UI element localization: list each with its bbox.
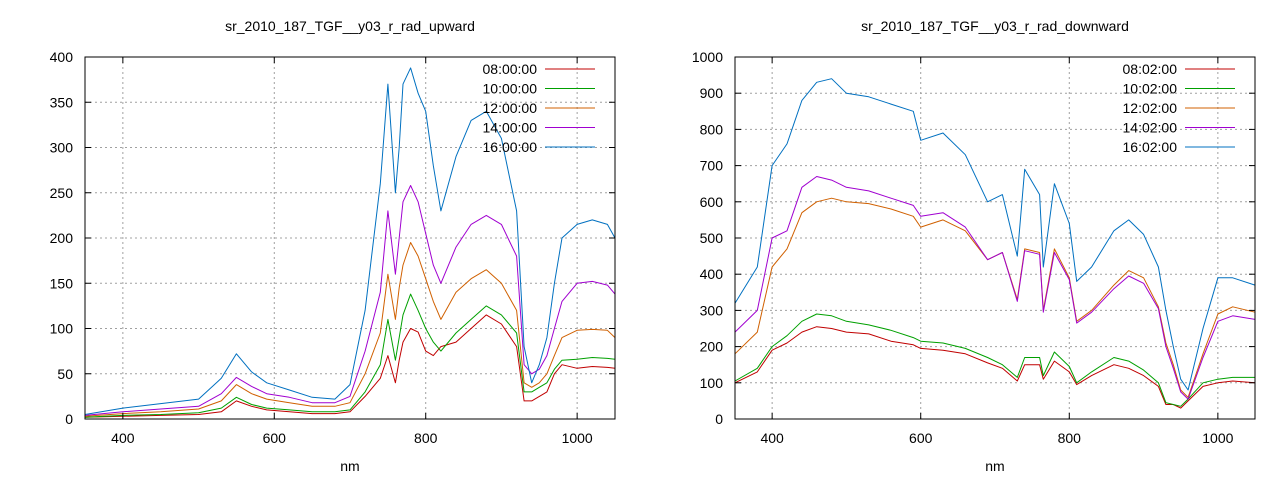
x-tick-label: 400 (111, 430, 135, 446)
y-tick-label: 400 (50, 49, 74, 65)
y-tick-label: 250 (50, 185, 74, 201)
legend-label: 08:00:00 (483, 61, 538, 77)
y-tick-label: 400 (700, 266, 724, 282)
x-tick-label: 400 (760, 430, 784, 446)
y-tick-label: 150 (50, 275, 74, 291)
series-line-16-00-00 (84, 67, 616, 415)
x-tick-label: 1000 (562, 430, 593, 446)
legend-label: 12:00:00 (483, 100, 538, 116)
legend-label: 10:02:00 (1123, 81, 1178, 97)
y-tick-label: 300 (50, 140, 74, 156)
x-axis-label: nm (985, 458, 1004, 474)
downward-radiance-chart: sr_2010_187_TGF__y03_r_rad_downward 400 60… (692, 18, 1256, 474)
legend-label: 08:02:00 (1123, 61, 1178, 77)
y-tick-label: 350 (50, 94, 74, 110)
legend-label: 16:00:00 (483, 139, 538, 155)
y-tick-label: 300 (700, 302, 724, 318)
y-tick-label: 900 (700, 85, 724, 101)
x-tick-label: 800 (1058, 430, 1082, 446)
y-tick-label: 200 (50, 230, 74, 246)
y-tick-label: 800 (700, 121, 724, 137)
y-tick-label: 600 (700, 194, 724, 210)
legend-label: 14:02:00 (1123, 120, 1178, 136)
series-line-14-00-00 (84, 185, 616, 416)
series-line-08-00-00 (84, 314, 616, 418)
legend: 08:02:00 10:02:00 12:02:00 14:02:00 16:02:00 (1123, 61, 1235, 155)
y-tick-label: 500 (700, 230, 724, 246)
series-line-08-02-00 (734, 326, 1256, 409)
series-line-10-00-00 (84, 293, 616, 418)
chart-title: sr_2010_187_TGF__y03_r_rad_upward (225, 18, 475, 34)
y-tick-label: 0 (65, 411, 73, 427)
series-line-16-02-00 (734, 78, 1256, 391)
y-tick-label: 700 (700, 158, 724, 174)
y-tick-label: 100 (700, 375, 724, 391)
y-tick-label: 50 (57, 366, 73, 382)
series-line-14-02-00 (734, 176, 1256, 400)
legend: 08:00:00 10:00:00 12:00:00 14:00:00 16:00:00 (483, 61, 595, 155)
legend-label: 14:00:00 (483, 120, 538, 136)
series-line-10-02-00 (734, 313, 1255, 407)
x-tick-label: 600 (263, 430, 287, 446)
x-tick-label: 600 (909, 430, 933, 446)
legend-label: 16:02:00 (1123, 139, 1178, 155)
legend-label: 12:02:00 (1123, 100, 1178, 116)
x-tick-label: 1000 (1202, 430, 1233, 446)
y-tick-label: 1000 (692, 49, 723, 65)
chart-title: sr_2010_187_TGF__y03_r_rad_downward (861, 18, 1129, 34)
x-axis-label: nm (340, 458, 359, 474)
y-tick-label: 100 (50, 321, 74, 337)
series-line-12-02-00 (734, 197, 1256, 398)
x-tick-label: 800 (414, 430, 438, 446)
y-tick-label: 200 (700, 339, 724, 355)
upward-radiance-chart: sr_2010_187_TGF__y03_r_rad_upward 400 600 8… (50, 18, 616, 474)
y-tick-label: 0 (715, 411, 723, 427)
legend-label: 10:00:00 (483, 81, 538, 97)
series-line-12-00-00 (84, 242, 616, 417)
